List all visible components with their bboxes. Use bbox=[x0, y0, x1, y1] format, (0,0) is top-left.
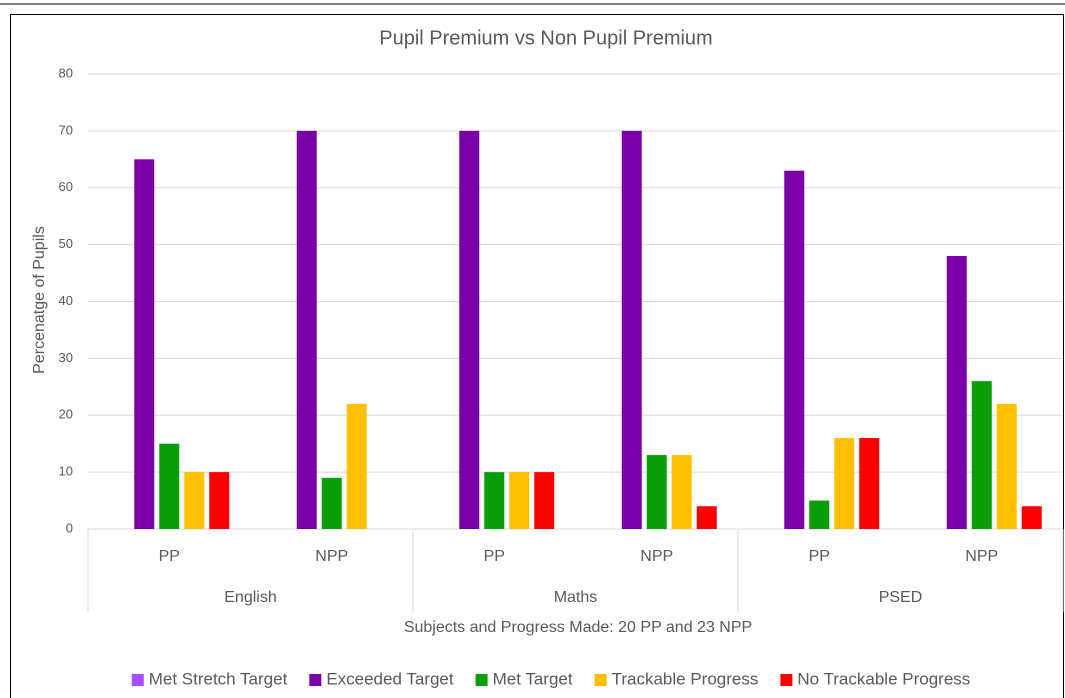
chart-title: Pupil Premium vs Non Pupil Premium bbox=[379, 27, 712, 49]
y-tick-label: 50 bbox=[59, 236, 73, 251]
x-axis-title: Subjects and Progress Made: 20 PP and 23… bbox=[404, 619, 752, 636]
x-tick-label: PP bbox=[809, 548, 830, 565]
legend-label: No Trackable Progress bbox=[797, 669, 970, 688]
bar bbox=[996, 403, 1017, 529]
y-tick-label: 80 bbox=[59, 65, 73, 80]
bar bbox=[646, 455, 667, 529]
group-label: PSED bbox=[879, 589, 923, 606]
bar bbox=[1021, 506, 1042, 529]
legend-label: Trackable Progress bbox=[612, 669, 759, 688]
x-tick-label: PP bbox=[159, 548, 180, 565]
legend-label: Exceeded Target bbox=[326, 669, 454, 688]
bar bbox=[671, 455, 692, 529]
bar bbox=[346, 403, 367, 529]
bar bbox=[184, 472, 205, 529]
bar bbox=[534, 472, 555, 529]
bar bbox=[621, 130, 642, 529]
group-label: English bbox=[224, 589, 276, 606]
y-tick-label: 70 bbox=[59, 122, 73, 137]
bar bbox=[784, 170, 805, 529]
bar bbox=[134, 159, 155, 529]
legend-label: Met Stretch Target bbox=[149, 669, 288, 688]
frame bbox=[10, 14, 1064, 698]
x-tick-label: PP bbox=[484, 548, 505, 565]
bar bbox=[509, 472, 530, 529]
y-tick-label: 0 bbox=[66, 520, 73, 535]
bar bbox=[696, 506, 717, 529]
y-axis-title: Percenatge of Pupils bbox=[31, 226, 48, 374]
legend-label: Met Target bbox=[493, 669, 573, 688]
bar bbox=[971, 381, 992, 529]
bar bbox=[946, 256, 967, 529]
legend-swatch bbox=[475, 674, 488, 686]
y-tick-label: 10 bbox=[59, 464, 73, 479]
bar bbox=[809, 500, 830, 529]
x-tick-label: NPP bbox=[965, 548, 998, 565]
bar bbox=[834, 438, 855, 529]
bar bbox=[209, 472, 230, 529]
y-tick-label: 30 bbox=[59, 350, 73, 365]
x-tick-label: NPP bbox=[315, 548, 348, 565]
bar bbox=[321, 477, 342, 529]
y-tick-label: 20 bbox=[59, 407, 73, 422]
legend-swatch bbox=[594, 674, 607, 686]
legend-swatch bbox=[780, 674, 793, 686]
bar bbox=[484, 472, 505, 529]
x-tick-label: NPP bbox=[640, 548, 673, 565]
legend-swatch bbox=[131, 674, 144, 686]
legend-swatch bbox=[309, 674, 322, 686]
group-label: Maths bbox=[554, 589, 598, 606]
bar bbox=[296, 130, 317, 529]
bar bbox=[859, 438, 880, 529]
y-tick-label: 60 bbox=[59, 179, 73, 194]
y-tick-label: 40 bbox=[59, 293, 73, 308]
bar bbox=[459, 130, 480, 529]
bar bbox=[159, 443, 180, 529]
